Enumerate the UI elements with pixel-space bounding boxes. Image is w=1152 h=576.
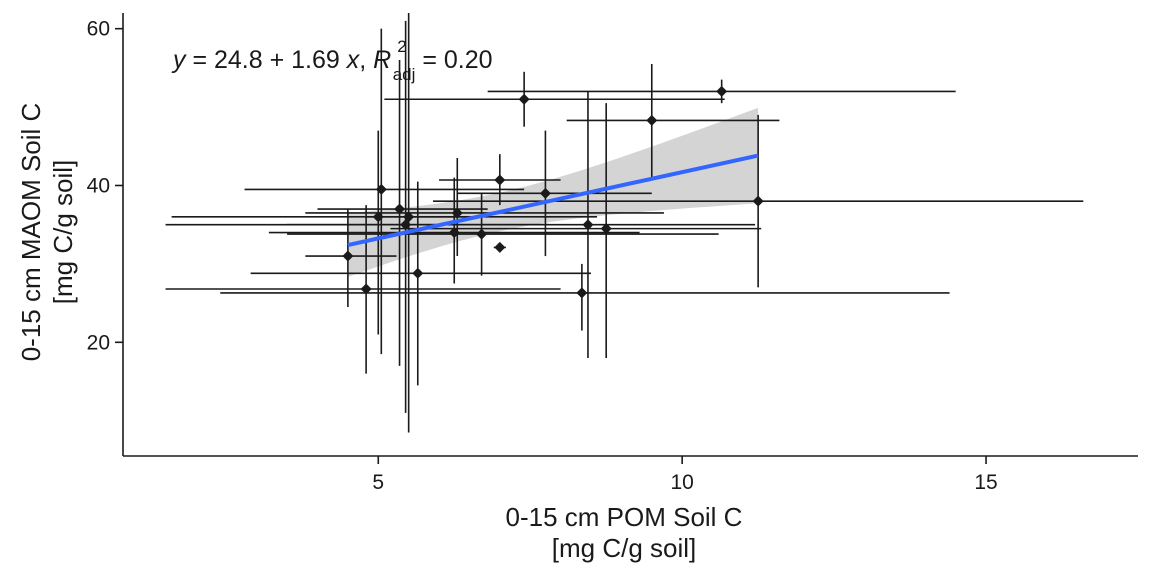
data-point xyxy=(394,203,406,215)
data-point xyxy=(412,267,424,279)
data-point xyxy=(646,114,658,126)
x-tick-label: 10 xyxy=(670,471,693,494)
annotation-value: = 0.20 xyxy=(415,46,492,74)
data-point xyxy=(451,207,463,219)
data-point xyxy=(360,283,372,295)
annotation-r: R xyxy=(373,46,391,74)
data-point xyxy=(576,287,588,299)
annotation: y = 24.8 + 1.69 x, R 2 adj = 0.20 xyxy=(171,37,493,84)
data-point xyxy=(494,174,506,186)
data-point xyxy=(375,183,387,195)
y-ticks: 20 40 60 xyxy=(87,18,123,354)
data-point xyxy=(752,195,764,207)
annotation-equation: = 24.8 + 1.69 xyxy=(186,46,347,74)
error-bars xyxy=(165,13,1084,433)
data-point xyxy=(476,228,488,240)
data-point xyxy=(539,187,551,199)
annotation-comma: , xyxy=(359,46,373,74)
y-axis-label-line1: 0-15 cm MAOM Soil C xyxy=(16,103,46,362)
x-tick-label: 15 xyxy=(974,471,997,494)
data-point xyxy=(518,93,530,105)
data-point xyxy=(342,250,354,262)
y-axis-label-line2: [mg C/g soil] xyxy=(48,160,78,305)
axes: 5 10 15 20 40 60 xyxy=(87,13,1138,494)
annotation-r-superscript: 2 xyxy=(397,37,406,56)
regression-line xyxy=(347,153,759,247)
data-point xyxy=(716,85,728,97)
data-point xyxy=(403,211,415,223)
y-tick-label: 60 xyxy=(87,18,110,41)
data-point xyxy=(448,227,460,239)
data-point xyxy=(600,223,612,235)
data-point xyxy=(494,241,506,253)
plot-area xyxy=(165,13,1084,433)
x-tick-label: 5 xyxy=(372,471,384,494)
x-ticks: 5 10 15 xyxy=(372,456,998,494)
x-axis-label-line2: [mg C/g soil] xyxy=(552,533,697,563)
data-point xyxy=(372,211,384,223)
data-point xyxy=(582,219,594,231)
y-tick-label: 20 xyxy=(87,331,110,354)
annotation-r-subscript: adj xyxy=(393,65,416,84)
annotation-x: x xyxy=(346,46,361,74)
data-points xyxy=(342,85,764,299)
annotation-y: y xyxy=(171,46,187,74)
x-axis-label-line1: 0-15 cm POM Soil C xyxy=(506,502,743,532)
y-tick-label: 40 xyxy=(87,174,110,197)
fit-line xyxy=(347,153,759,247)
